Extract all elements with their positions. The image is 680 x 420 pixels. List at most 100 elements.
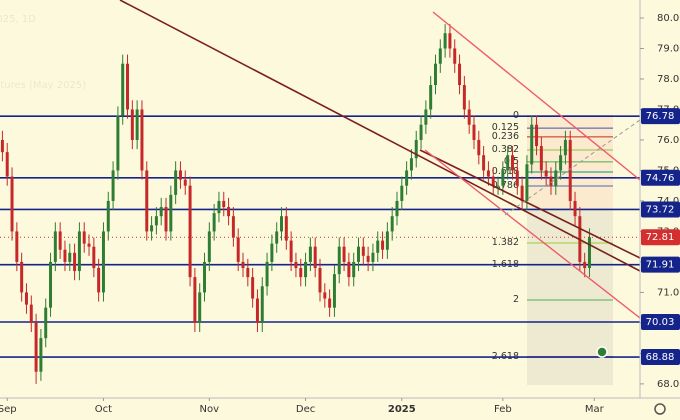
level-label: 71.91 — [646, 260, 675, 271]
candle-body — [520, 185, 524, 201]
candle-body — [332, 274, 336, 308]
settings-icon[interactable] — [654, 403, 666, 415]
level-label: 74.76 — [646, 173, 675, 184]
x-tick-label: Sep — [0, 404, 17, 415]
candle-body — [116, 115, 120, 171]
candle-body — [477, 139, 481, 156]
candle-body — [203, 261, 207, 293]
candle-body — [371, 252, 375, 262]
candle-body — [87, 243, 91, 247]
candle-body — [496, 185, 500, 187]
trend-line — [119, 0, 641, 272]
fib-label: 2.618 — [492, 351, 519, 362]
candle-body — [159, 207, 163, 217]
candle-body — [164, 207, 168, 232]
trend-line — [419, 149, 641, 259]
candle-body — [395, 200, 399, 217]
candle-body — [34, 322, 38, 372]
candle-body — [63, 249, 67, 262]
candle-body — [121, 63, 125, 116]
y-tick-label: 80.00 — [657, 13, 680, 24]
x-tick-label: Dec — [296, 404, 315, 415]
candle-body — [44, 307, 48, 339]
x-tick-label: Feb — [494, 404, 512, 415]
candle-body — [323, 292, 327, 299]
candle-body — [472, 124, 476, 140]
candle-body — [10, 176, 14, 232]
y-tick-label: 68.00 — [657, 379, 680, 390]
last-price-badge — [641, 229, 680, 246]
candle-body — [308, 246, 312, 262]
candle-body — [39, 338, 43, 372]
x-tick-label: 2025 — [388, 404, 416, 415]
candle-body — [424, 109, 428, 125]
candle-body — [462, 85, 466, 110]
candle-body — [5, 152, 9, 177]
level-badge — [641, 201, 680, 218]
level-label: 68.88 — [646, 352, 675, 363]
candle-body — [154, 216, 158, 226]
candle-body — [433, 63, 437, 86]
candle-body — [554, 170, 558, 186]
candle-body — [559, 155, 563, 171]
candle-body — [299, 268, 303, 278]
candle-body — [222, 200, 226, 208]
candle-body — [535, 124, 539, 147]
candle-body — [405, 170, 409, 186]
candle-body — [198, 292, 202, 323]
candle-body — [140, 109, 144, 171]
candle-body — [429, 85, 433, 110]
channel-line — [432, 11, 641, 181]
candle-body — [448, 33, 452, 49]
last-price-label: 72.81 — [646, 232, 675, 243]
candle-body — [530, 124, 534, 165]
candle-body — [357, 246, 360, 262]
candle-body — [390, 216, 394, 232]
x-tick-label: Oct — [95, 404, 112, 415]
candle-body — [280, 216, 283, 232]
level-badge — [641, 313, 680, 330]
candle-body — [260, 286, 264, 323]
candle-body — [73, 252, 77, 272]
fib-label: 0.382 — [492, 144, 519, 155]
level-label: 76.78 — [646, 111, 675, 122]
watermark: utures (May 2025) — [0, 80, 86, 91]
candle-body — [24, 292, 28, 305]
candle-body — [381, 240, 385, 250]
candle-body — [443, 33, 447, 49]
marker — [596, 346, 608, 358]
y-tick-label: 74.00 — [657, 196, 680, 207]
candle-body — [135, 109, 139, 140]
candle-body — [573, 200, 577, 217]
candle-body — [255, 298, 259, 323]
fib-label: 0.618 — [492, 166, 519, 177]
candle-body — [212, 213, 216, 232]
candle-body — [207, 231, 211, 262]
candle-body — [169, 194, 173, 232]
candle-body — [318, 268, 322, 293]
candle-body — [15, 231, 19, 262]
candle-body — [77, 231, 81, 272]
candle-body — [482, 155, 486, 171]
y-tick-label: 71.00 — [657, 287, 680, 298]
candle-body — [549, 176, 553, 186]
candle-body — [544, 170, 548, 177]
level-badge — [641, 349, 680, 366]
candle-body — [58, 231, 62, 250]
candle-body — [583, 261, 587, 269]
candle-body — [53, 231, 57, 262]
candle-body — [178, 170, 182, 180]
candle-body — [376, 240, 380, 253]
y-tick-label: 78.00 — [657, 74, 680, 85]
candle-body — [130, 109, 134, 140]
candle-body — [246, 268, 250, 278]
candle-body — [352, 261, 356, 278]
candle-body — [217, 200, 221, 214]
x-tick-label: Nov — [200, 404, 220, 415]
candle-body — [313, 246, 317, 269]
candle-body — [0, 139, 4, 153]
candle-body — [68, 252, 72, 262]
level-badge — [641, 256, 680, 273]
candle-body — [193, 277, 197, 323]
